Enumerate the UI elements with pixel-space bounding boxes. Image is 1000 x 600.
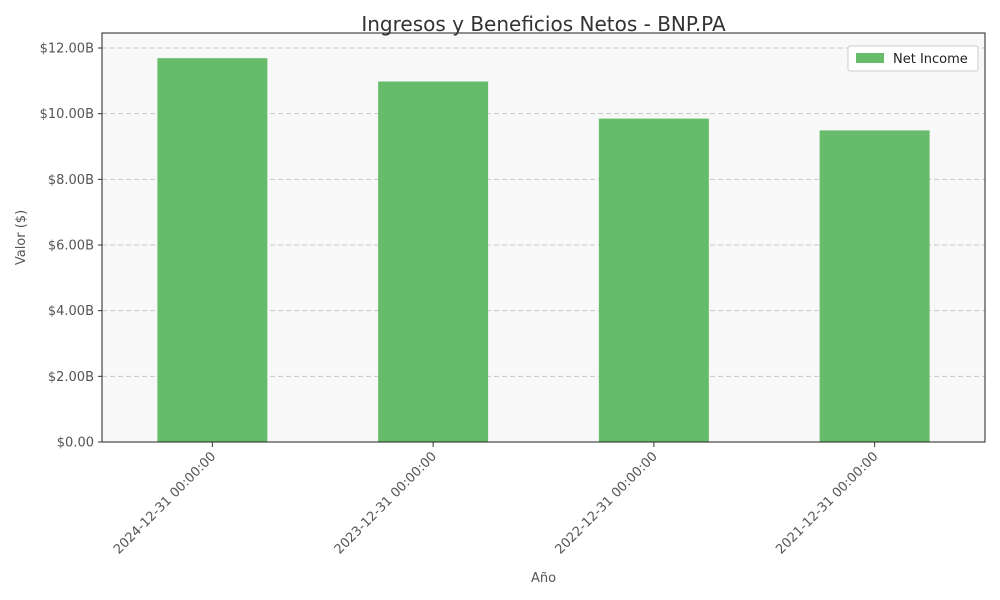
legend-box [847,45,979,72]
y-tick-label: $4.00B [48,304,94,319]
x-tick-label: 2021-12-31 00:00:00 [773,449,881,557]
x-tick-label: 2024-12-31 00:00:00 [111,449,219,557]
legend-swatch [856,53,884,63]
chart-title: Ingresos y Beneficios Netos - BNP.PA [361,12,726,36]
y-tick-label: $2.00B [48,370,94,385]
y-tick-label: $0.00 [57,436,94,451]
bar [819,130,930,442]
plot-frame [101,32,986,443]
legend-entry-label: Net Income [893,52,968,67]
x-axis-label: Año [531,571,556,586]
bar [378,81,489,443]
bar [157,58,268,442]
legend: Net Income [847,45,979,72]
bar [598,118,709,442]
y-tick-label: $6.00B [48,239,94,254]
y-tick-label: $12.00B [40,42,94,57]
x-ticks: 2024-12-31 00:00:00 2023-12-31 00:00:00 20… [111,442,881,557]
axes [101,32,986,443]
y-ticks: $0.00 $2.00B $4.00B $6.00B $8.00B $10.00B $12.… [40,42,102,451]
y-tick-label: $8.00B [48,173,94,188]
x-tick-label: 2022-12-31 00:00:00 [552,449,660,557]
bars-group [157,58,930,443]
y-axis-label: Valor ($) [14,210,29,265]
y-tick-label: $10.00B [40,107,94,122]
x-tick-label: 2023-12-31 00:00:00 [332,449,440,557]
